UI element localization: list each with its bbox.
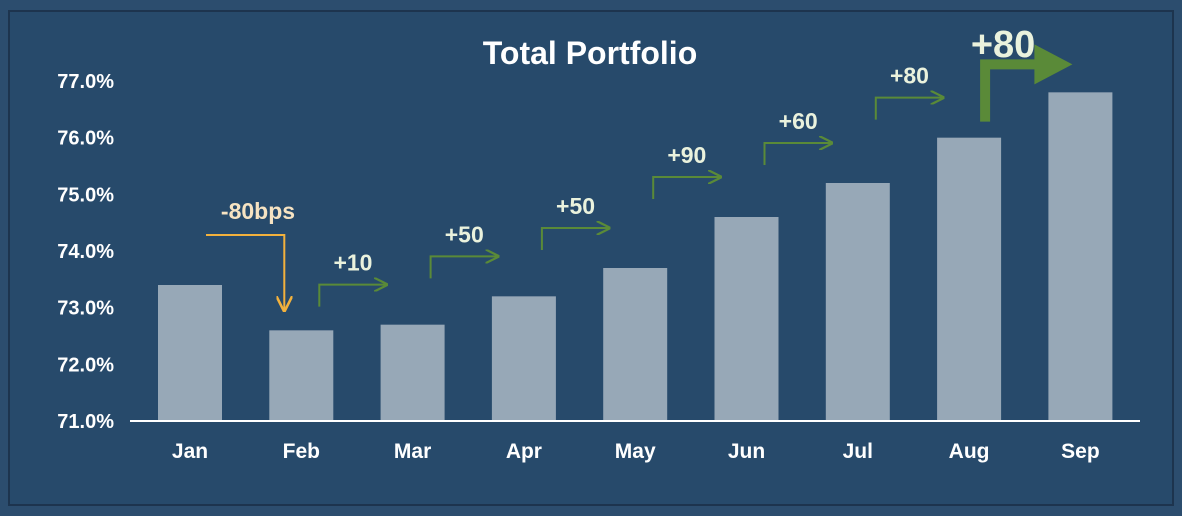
x-tick-label: Jul [843,440,873,463]
x-tick-label: Jan [172,440,208,463]
bar-may [603,268,668,421]
y-tick-label: 76.0% [57,128,114,150]
x-tick-label: Apr [506,440,542,463]
change-label: -80bps [221,198,295,224]
bar-jan [158,285,222,421]
y-tick-label: 75.0% [57,184,114,206]
increase-arrow [763,143,832,165]
change-label: +50 [556,193,595,219]
bar-jun [714,217,779,421]
increase-arrow [318,285,386,307]
y-axis-ticks: 71.0% 72.0% 73.0% 74.0% 75.0% 76.0% 77.0% [57,71,114,433]
bar-sep [1048,92,1113,421]
y-tick-label: 77.0% [57,71,114,93]
increase-arrow [652,177,720,199]
bar-mar [380,324,445,421]
change-annotations: -80bps +10 +50 +50 +90 +60 +80 +80 [206,24,1073,310]
y-tick-label: 71.0% [57,411,114,433]
change-label: +10 [333,250,372,276]
bar-apr [491,296,556,421]
x-tick-label: Jun [728,440,765,463]
x-tick-label: May [615,440,656,463]
y-tick-label: 74.0% [57,241,114,263]
x-axis-ticks: Jan Feb Mar Apr May Jun Jul Aug Sep [172,440,1100,463]
change-label: +80 [890,63,929,89]
increase-arrow [540,228,609,250]
x-tick-label: Feb [283,440,320,463]
y-tick-label: 72.0% [57,354,114,376]
decrease-arrow [206,234,284,310]
change-label: +50 [445,221,484,247]
increase-arrow [874,98,943,120]
bar-aug [937,137,1002,421]
x-tick-label: Sep [1061,440,1100,463]
x-tick-label: Mar [394,440,431,463]
increase-arrow [429,256,498,279]
y-tick-label: 73.0% [57,298,114,320]
big-increase-arrow [980,59,1039,122]
change-label: +60 [779,108,818,134]
big-arrow-head [1034,44,1073,85]
chart-title: Total Portfolio [483,35,697,71]
x-tick-label: Aug [949,440,990,463]
change-label: +90 [667,142,706,168]
bar-jul [825,183,890,421]
change-label: +80 [971,24,1035,66]
bar-feb [269,330,334,421]
bars-group [158,92,1113,421]
